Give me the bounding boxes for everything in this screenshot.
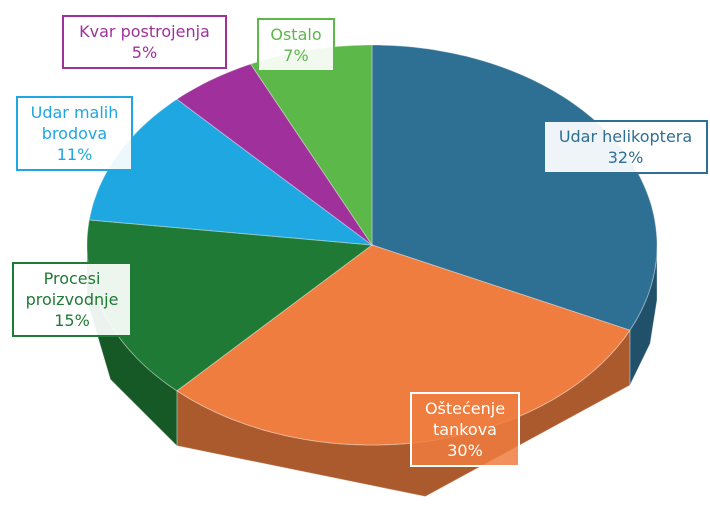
category-label: Udar helikoptera [558,127,693,146]
category-label: Ostalo [270,25,322,44]
value-label: 7% [283,46,309,65]
data-label: Oštećenje tankova 30% [410,392,520,467]
data-label: Udar malih brodova 11% [16,96,133,171]
pie-slice [176,63,373,246]
value-label: 15% [54,311,90,330]
category-label: Oštećenje tankova [424,399,506,439]
category-label: Udar malih brodova [30,103,119,143]
category-label: Kvar postrojenja [79,22,210,41]
data-label: Kvar postrojenja 5% [62,15,227,69]
data-label: Udar helikoptera 32% [543,120,708,174]
value-label: 11% [56,145,93,164]
value-label: 30% [447,441,483,460]
value-label: 5% [131,43,158,62]
data-label: Ostalo 7% [257,18,335,72]
data-label: Procesi proizvodnje 15% [12,262,132,337]
value-label: 32% [607,148,644,167]
category-label: Procesi proizvodnje [25,269,119,309]
